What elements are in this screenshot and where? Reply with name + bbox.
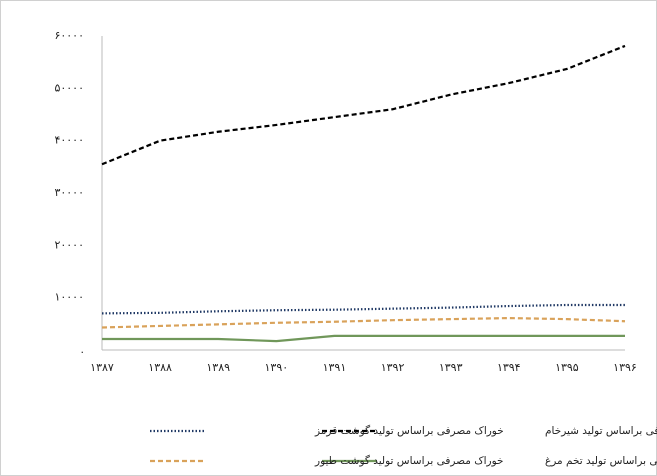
x-tick-label: ۱۳۸۸ [148,361,172,374]
y-tick-label: ۳۰۰۰۰ [54,186,84,199]
y-tick-label: ۶۰۰۰۰ [54,29,84,42]
x-tick-label: ۱۳۸۹ [206,361,230,374]
x-tick-label: ۱۳۹۲ [381,361,405,374]
y-tick-label: ۲۰۰۰۰ [54,238,84,251]
x-tick-label: ۱۳۹۰ [265,361,289,374]
y-tick-label: . [81,343,85,356]
series-line [101,44,626,166]
y-tick-label: ۴۰۰۰۰ [54,134,84,147]
x-tick-label: ۱۳۹۶ [613,361,637,374]
y-tick-label: ۱۰۰۰۰ [54,291,84,304]
y-tick-label: ۵۰۰۰۰ [54,81,84,94]
x-tick-label: ۱۳۹۳ [439,361,463,374]
series-line [102,334,625,343]
x-tick-label: ۱۳۸۷ [90,361,114,374]
x-tick-label: ۱۳۹۵ [555,361,579,374]
x-tick-label: ۱۳۹۱ [323,361,347,374]
legend-label: خوراک مصرفی براساس تولید گوشت طیور [314,454,504,467]
legend-label: خوراک مصرفی براساس تولید شیرخام [545,425,657,437]
x-tick-label: ۱۳۹۴ [497,361,521,374]
legend-label: خوراک مصرفی براساس تولید گوشت قرمز [314,424,504,437]
legend-label: خوراک مصرفی براساس تولید تخم مرغ [545,455,657,467]
series-line [101,316,626,329]
